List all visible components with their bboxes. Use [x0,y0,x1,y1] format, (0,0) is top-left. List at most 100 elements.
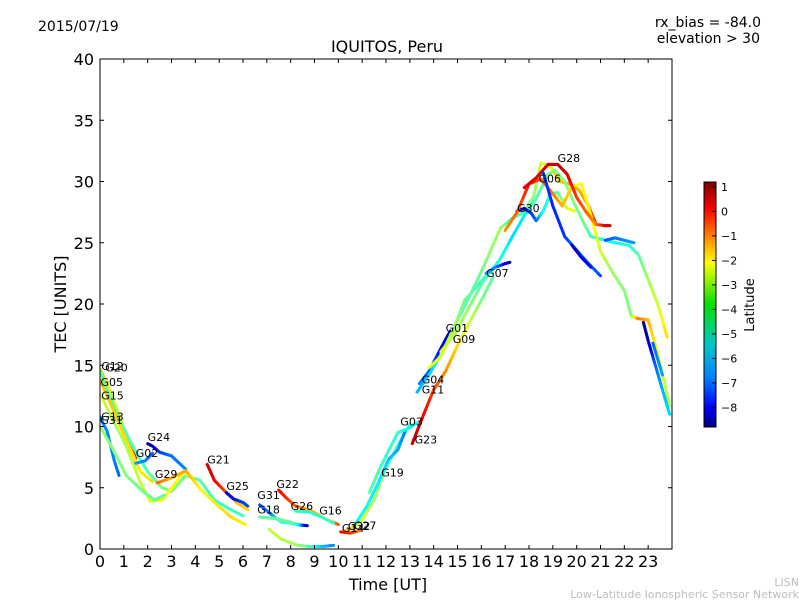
prn-labels: G12G20G05G15G13G31G02G24G29G21G25G31G18G… [100,152,580,535]
series-point [241,521,247,526]
y-axis-label: TEC [UNITS] [51,256,70,354]
series-point [413,421,419,426]
chart-title: IQUITOS, Peru [331,37,443,56]
x-tick-label: 7 [262,552,272,571]
series-g14b [570,243,593,269]
y-tick-label: 15 [74,356,94,375]
x-tick-label: 13 [400,552,420,571]
colorbar-tick-label: −7 [721,377,737,390]
x-tick-label: 21 [590,552,610,571]
series-point [664,330,669,339]
series-g23 [410,275,495,446]
series-g24 [146,442,188,471]
prn-label: G07 [486,267,509,280]
y-ticks: 0 5 10 15 20 25 30 35 40 [74,50,672,559]
series-point [244,507,250,512]
series-point [664,386,670,399]
prn-label: G27 [354,519,377,532]
y-tick-label: 35 [74,111,94,130]
y-tick-label: 5 [84,479,94,498]
x-tick-label: 1 [119,552,129,571]
prn-label: G32 [348,520,371,533]
series-g07 [484,260,512,275]
series-point [148,478,154,484]
series-point [597,272,602,278]
prn-label: G05 [100,376,123,389]
series-g14 [339,529,362,535]
y-tick-label: 40 [74,50,94,69]
prn-label: G24 [148,431,171,444]
elevation-label: elevation > 30 [657,31,760,47]
series-g18 [258,515,309,528]
x-tick-label: 15 [447,552,467,571]
prn-label: G31 [100,414,123,427]
series-point [489,275,495,283]
colorbar-label: Latitude [743,278,758,332]
x-tick-label: 23 [638,552,658,571]
x-tick-label: 12 [376,552,396,571]
y-tick-label: 25 [74,234,94,253]
series-point [116,471,121,477]
prn-label: G23 [415,434,438,447]
x-tick-label: 0 [95,552,105,571]
prn-label: G30 [517,202,540,215]
series-point [448,329,452,334]
prn-label: G11 [422,383,445,396]
x-tick-label: 3 [166,552,176,571]
x-ticks: 0 1 2 3 4 5 6 7 8 9 10 11 12 13 14 15 16 17 18 19 20 21 22 23 [95,59,658,571]
colorbar-tick-label: −1 [721,230,737,243]
series-point [334,522,340,526]
series-g31 [100,425,166,502]
series-g19 [353,429,407,526]
colorbar-tick-label: 1 [721,181,728,194]
footer-lisn: LISN [774,576,799,589]
prn-label: G20 [105,361,128,374]
x-tick-label: 11 [352,552,372,571]
prn-label: G26 [291,500,314,513]
series-point [239,513,245,518]
prn-label: G09 [453,333,476,346]
series-g25 [224,491,250,508]
series-point [402,429,407,436]
colorbar-tick-label: −5 [721,328,737,341]
prn-label: G18 [257,503,280,516]
series-point [181,465,188,471]
series-point [666,395,672,408]
prn-label: G03 [400,415,423,428]
series-g02 [134,451,154,465]
y-tick-label: 0 [84,540,94,559]
prn-label: G12 [101,360,124,373]
prn-label: G29 [155,468,178,481]
prn-label: G31 [257,489,280,502]
x-tick-label: 14 [423,552,443,571]
data-layer [100,161,672,549]
series-g29 [155,469,247,526]
prn-label: G04 [422,374,445,387]
series-g16 [267,527,336,549]
rx-bias-label: rx_bias = -84.0 [655,15,761,31]
series-g05 [100,378,154,484]
colorbar-tick-label: −6 [721,352,737,365]
prn-label: G02 [136,447,159,460]
prn-label: G22 [276,478,299,491]
prn-label: G14 [342,522,365,535]
series-g10 [641,320,672,416]
colorbar-tick-label: 0 [721,205,728,218]
x-tick-label: 16 [471,552,491,571]
series-point [330,520,336,525]
x-tick-label: 2 [143,552,153,571]
date-label: 2015/07/19 [38,19,119,35]
colorbar-tick-label: −3 [721,279,737,292]
colorbar-tick-label: −8 [721,401,737,414]
x-tick-label: 4 [190,552,200,571]
series-g09 [439,168,669,354]
series-g26 [293,509,336,525]
prn-label: G28 [558,152,581,165]
series-g20b [651,341,664,377]
x-tick-label: 8 [286,552,296,571]
x-tick-label: 18 [519,552,539,571]
series-point [161,493,166,498]
colorbar-ticks: 1 0 −1 −2 −3 −4 −5 −6 −7 −8 [712,181,737,414]
x-tick-label: 10 [328,552,348,571]
footer-network: Low-Latitude Ionospheric Sensor Network [570,588,799,600]
